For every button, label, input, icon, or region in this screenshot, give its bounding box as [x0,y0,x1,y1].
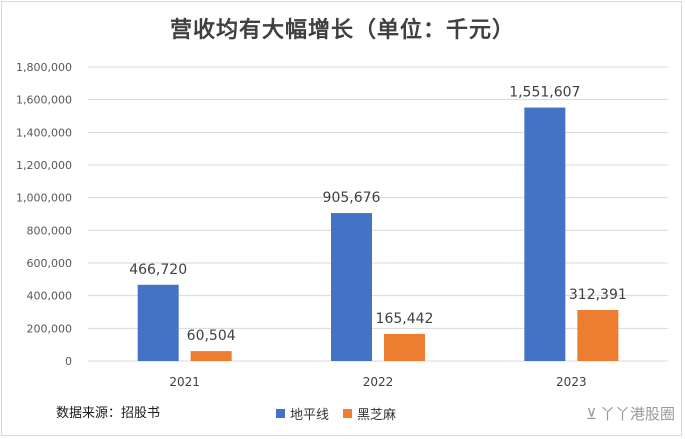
legend-item-horizon: 地平线 [276,404,329,423]
bar [190,351,232,361]
legend-label-horizon: 地平线 [290,408,330,423]
source-note: 数据来源：招股书 [56,406,161,421]
y-tick-label: 1,200,000 [16,159,72,172]
x-category-label: 2022 [363,375,394,389]
y-tick-label: 800,000 [27,224,73,237]
y-tick-label: 200,000 [27,322,73,335]
legend: 地平线 黑芝麻 [276,404,396,423]
data-label: 312,391 [569,287,627,303]
data-label: 165,442 [376,311,434,327]
watermark-text: 丫丫港股圈 [599,405,675,423]
data-label: 60,504 [187,328,236,344]
bar [384,333,425,361]
x-category-label: 2023 [556,375,587,389]
watermark: ⊻ 丫丫港股圈 [586,403,675,424]
y-tick-label: 1,400,000 [16,126,72,139]
bar [331,213,372,361]
y-tick-label: 1,600,000 [16,94,72,107]
y-tick-label: 600,000 [27,257,73,270]
chart-title: 营收均有大幅增长（单位：千元） [169,18,515,43]
watermark-logo-icon: ⊻ [586,404,597,423]
legend-item-black-sesame: 黑芝麻 [343,404,396,423]
y-tick-label: 0 [65,355,72,368]
legend-swatch-black-sesame [343,409,353,418]
y-tick-label: 1,800,000 [16,61,72,74]
data-label: 466,720 [129,262,187,278]
bar [137,284,179,361]
legend-label-black-sesame: 黑芝麻 [357,408,397,423]
data-label: 905,676 [323,190,381,206]
bar [524,107,566,361]
y-tick-label: 400,000 [27,290,73,303]
data-label: 1,551,607 [509,85,580,101]
y-tick-label: 1,000,000 [16,192,72,205]
bar [577,309,619,361]
x-category-label: 2021 [169,375,200,389]
legend-swatch-horizon [276,409,285,418]
